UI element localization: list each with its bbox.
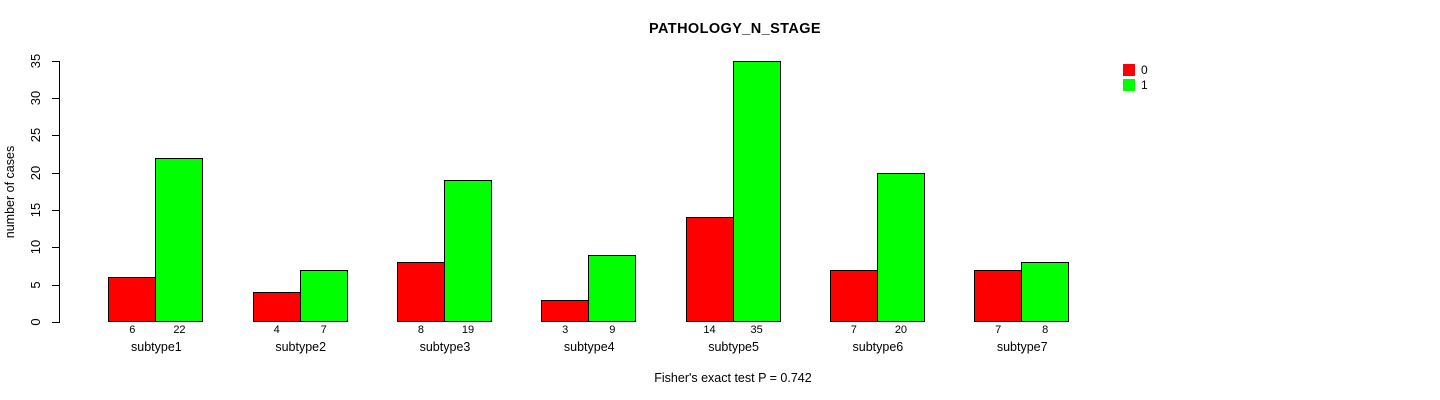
- bar-value-label: 7: [850, 324, 857, 336]
- bar-value-label: 7: [995, 324, 1002, 336]
- bar-value-label: 14: [703, 324, 716, 336]
- bar: [732, 60, 781, 322]
- category-label: subtype4: [563, 340, 615, 354]
- legend-label-0: 0: [1141, 63, 1148, 77]
- bar-value-label: 3: [562, 324, 569, 336]
- category-label: subtype1: [131, 340, 182, 354]
- bar-value-label: 8: [417, 324, 424, 336]
- bar-value-label: 8: [1042, 324, 1049, 336]
- legend-swatch-red: [1123, 64, 1135, 76]
- y-tick: [52, 135, 59, 137]
- bar: [155, 157, 204, 322]
- y-tick-label: 25: [28, 128, 43, 143]
- bar-value-label: 20: [894, 324, 908, 336]
- bar: [108, 277, 157, 322]
- legend-entry-0: 0: [1123, 64, 1148, 76]
- y-tick: [52, 247, 59, 249]
- category-label: subtype2: [275, 340, 327, 354]
- bar: [541, 299, 590, 322]
- category-label: subtype7: [996, 340, 1048, 354]
- y-tick: [52, 209, 59, 211]
- bar-value-label: 22: [173, 324, 186, 336]
- bar: [396, 262, 445, 322]
- bar: [876, 172, 925, 322]
- bar: [974, 269, 1023, 322]
- y-tick-label: 20: [28, 165, 43, 180]
- legend-label-1: 1: [1141, 78, 1148, 92]
- bar-value-label: 35: [750, 324, 763, 336]
- y-tick: [52, 97, 59, 99]
- bar: [685, 217, 734, 322]
- bar-value-label: 7: [320, 324, 327, 336]
- bar-value-label: 6: [129, 324, 136, 336]
- bar: [829, 269, 878, 322]
- legend: 0 1: [1123, 64, 1148, 94]
- chart-title: PATHOLOGY_N_STAGE: [649, 21, 821, 37]
- y-tick: [52, 172, 59, 174]
- y-tick: [52, 60, 59, 62]
- category-label: subtype5: [708, 340, 759, 354]
- y-tick-label: 35: [28, 53, 43, 68]
- category-label: subtype6: [852, 340, 904, 354]
- y-tick: [52, 284, 59, 286]
- y-tick-label: 15: [28, 202, 43, 218]
- bar-value-label: 4: [273, 324, 280, 336]
- bar: [1021, 262, 1070, 322]
- bar-value-label: 9: [609, 324, 616, 336]
- bar: [299, 269, 348, 322]
- stat-test-footnote: Fisher's exact test P = 0.742: [654, 371, 812, 385]
- bar: [588, 254, 637, 322]
- y-tick-label: 10: [28, 240, 43, 255]
- legend-swatch-green: [1123, 79, 1135, 91]
- category-label: subtype3: [419, 340, 471, 354]
- y-tick-label: 5: [28, 281, 43, 289]
- y-tick: [52, 322, 59, 323]
- y-tick-label: 0: [28, 318, 43, 326]
- bar: [444, 180, 493, 322]
- y-tick-label: 30: [28, 90, 43, 106]
- legend-entry-1: 1: [1123, 79, 1148, 91]
- y-axis-line: [59, 60, 60, 323]
- bar: [252, 292, 301, 322]
- bar-value-label: 19: [461, 324, 475, 336]
